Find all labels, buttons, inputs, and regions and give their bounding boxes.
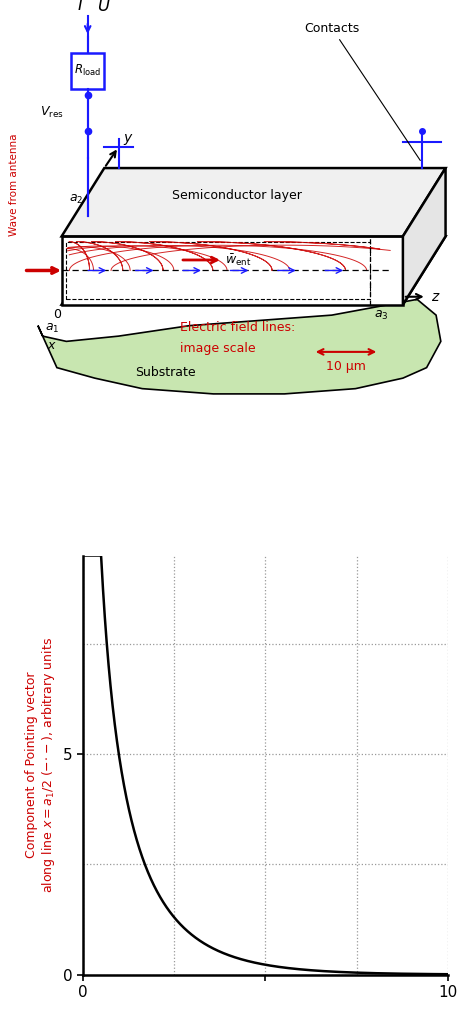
Polygon shape [62,168,446,236]
Text: $x$: $x$ [47,339,57,352]
Text: Semiconductor layer: Semiconductor layer [172,189,302,202]
Text: image scale: image scale [180,341,256,355]
Text: Electric field lines:: Electric field lines: [180,321,295,334]
Polygon shape [38,299,441,394]
Polygon shape [403,168,446,305]
Text: 0: 0 [53,308,61,321]
Text: $R_{\rm load}$: $R_{\rm load}$ [74,64,101,79]
Text: $a_1$: $a_1$ [45,322,59,335]
Text: $y$: $y$ [123,131,134,146]
Polygon shape [62,236,403,305]
Text: 10 μm: 10 μm [326,361,366,374]
Y-axis label: Component of Pointing vector
along line $x = a_1/2$ ($-\!\cdot\!-$), arbitrary u: Component of Pointing vector along line … [25,637,57,893]
Text: $V_{\rm res}$: $V_{\rm res}$ [40,105,64,120]
Bar [66,241,370,299]
Text: Substrate: Substrate [136,367,196,380]
Text: Wave from antenna: Wave from antenna [9,134,19,236]
Text: $a_3$: $a_3$ [374,309,389,322]
Text: $\bar{I}$: $\bar{I}$ [77,0,84,14]
Text: $U$: $U$ [97,0,111,14]
Text: $\bar{w}_{\rm ent}$: $\bar{w}_{\rm ent}$ [225,252,252,268]
Bar [71,53,104,89]
Text: $a_2$: $a_2$ [69,193,84,206]
Text: Contacts: Contacts [304,21,420,161]
Polygon shape [62,236,446,305]
Text: $z$: $z$ [431,290,441,304]
X-axis label: z, μm: z, μm [242,1006,289,1010]
